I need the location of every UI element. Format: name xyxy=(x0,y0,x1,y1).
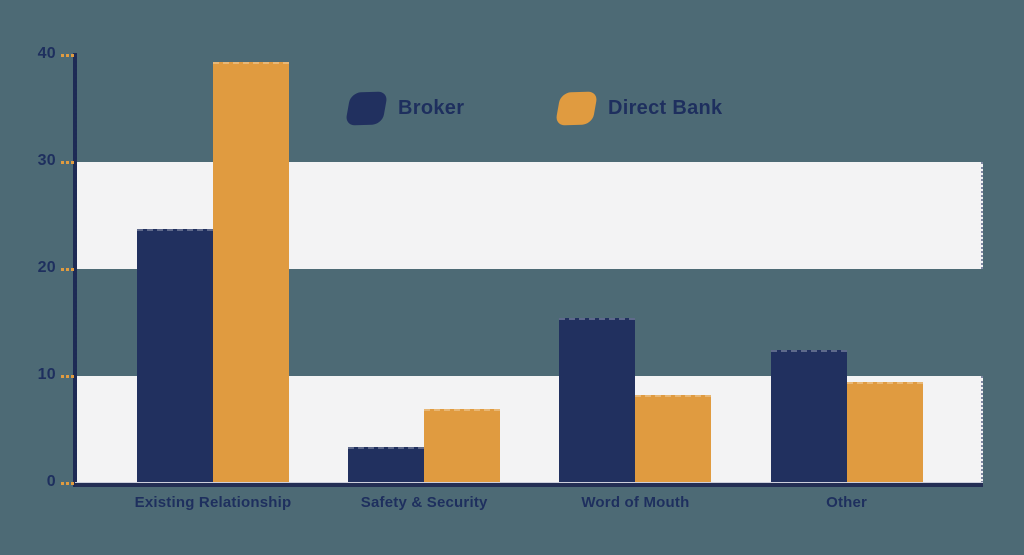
bar-direct-bank-word-of-mouth xyxy=(635,395,712,483)
y-tick-20 xyxy=(61,268,74,271)
y-axis-label-40: 40 xyxy=(37,45,56,62)
legend-item-direct-bank: Direct Bank xyxy=(554,88,723,128)
bar-broker-safety-security xyxy=(348,446,425,483)
legend-item-broker: Broker xyxy=(344,88,465,128)
y-tick-30 xyxy=(61,161,74,164)
legend-label-broker: Broker xyxy=(398,96,465,119)
x-axis-line xyxy=(75,482,983,487)
x-axis-label-word-of-mouth: Word of Mouth xyxy=(581,494,690,511)
y-axis-label-10: 10 xyxy=(37,366,56,383)
x-axis-label-existing-relationship: Existing Relationship xyxy=(134,494,292,511)
y-tick-10 xyxy=(61,375,74,378)
bar-broker-other xyxy=(770,350,847,483)
y-axis-label-30: 30 xyxy=(37,152,56,169)
x-axis-label-other: Other xyxy=(826,494,868,511)
y-axis-label-20: 20 xyxy=(37,259,56,276)
bar-direct-bank-existing-relationship xyxy=(213,62,289,483)
y-axis-label-0: 0 xyxy=(46,473,56,490)
bar-direct-bank-safety-security xyxy=(424,409,501,483)
y-axis-line xyxy=(73,53,77,487)
broker-swatch-icon xyxy=(344,90,389,126)
y-tick-40 xyxy=(61,54,74,57)
x-axis-label-safety-security: Safety & Security xyxy=(360,494,488,511)
bar-broker-word-of-mouth xyxy=(559,318,636,483)
direct-bank-swatch-icon xyxy=(554,90,599,126)
bar-direct-bank-other xyxy=(846,382,923,483)
legend-label-direct-bank: Direct Bank xyxy=(608,96,723,119)
bar-broker-existing-relationship xyxy=(137,229,213,483)
y-tick-0 xyxy=(61,482,74,485)
